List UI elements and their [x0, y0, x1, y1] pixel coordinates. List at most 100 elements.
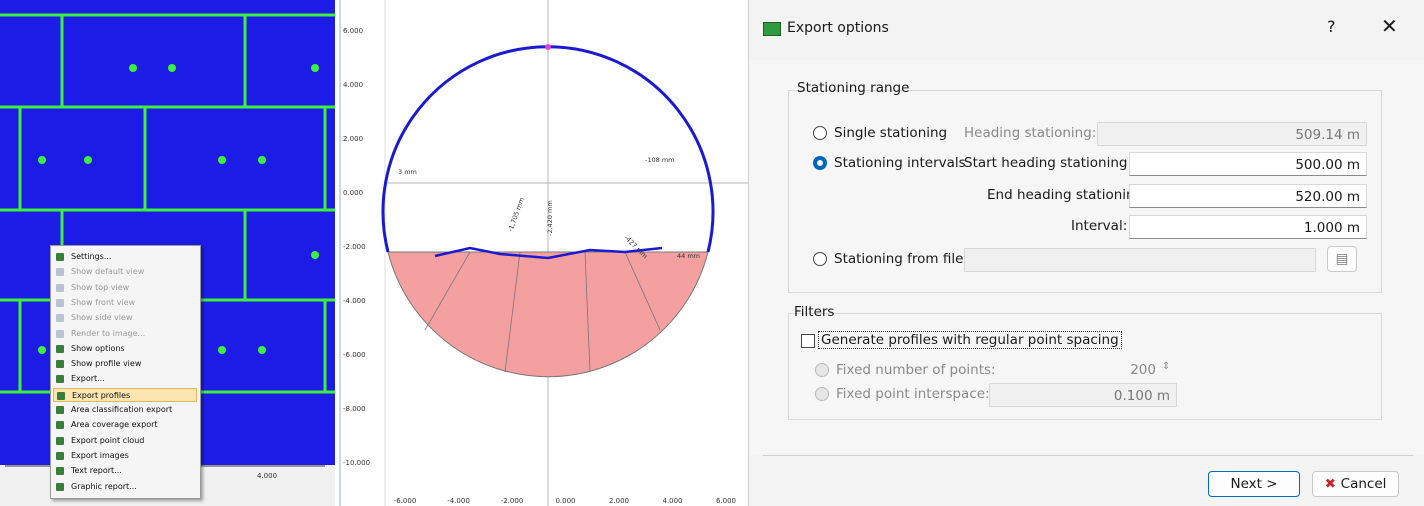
checkbox[interactable] — [801, 334, 815, 348]
x-axis-label: -6.000 — [394, 497, 417, 505]
menu-icon — [56, 360, 64, 368]
checkbox-label[interactable]: Generate profiles with regular point spa… — [818, 331, 1122, 349]
menu-icon — [56, 345, 64, 353]
menu-icon — [56, 421, 64, 429]
separator — [763, 455, 1413, 456]
menu-label[interactable]: Export images — [71, 449, 129, 463]
help-button[interactable]: ? — [1327, 17, 1336, 36]
menu-item[interactable]: Export profiles — [53, 388, 197, 402]
cancel-icon: ✖ — [1325, 476, 1341, 492]
menu-item[interactable]: Show front view — [53, 296, 197, 310]
fixed-points-value: 200 — [1124, 362, 1156, 378]
y-axis-label: 2.000 — [343, 135, 363, 143]
field-label: Interval: — [1071, 218, 1127, 234]
crown-marker — [545, 44, 551, 50]
browse-button[interactable]: ▤ — [1327, 246, 1357, 272]
menu-label[interactable]: Settings... — [71, 250, 111, 264]
menu-item[interactable]: Area classification export — [53, 403, 197, 417]
cancel-label[interactable]: Cancel — [1341, 476, 1387, 492]
spinner: ⇕ — [1162, 361, 1170, 372]
menu-item[interactable]: Export... — [53, 372, 197, 386]
radio-label[interactable]: Single stationing — [834, 125, 947, 141]
radio-label[interactable]: Stationing intervals — [834, 155, 966, 171]
y-axis-label: -10.000 — [343, 459, 370, 467]
menu-label[interactable]: Show top view — [71, 281, 129, 295]
y-axis-label: -6.000 — [343, 351, 366, 359]
end-stationing[interactable]: 520.00 m — [1129, 184, 1367, 208]
menu-label[interactable]: Area classification export — [71, 403, 172, 417]
x-axis-label: 0.000 — [555, 497, 575, 505]
menu-icon — [56, 253, 64, 261]
menu-label[interactable]: Export profiles — [72, 389, 130, 403]
deviation-label: -108 mm — [645, 156, 674, 164]
menu-item[interactable]: Show side view — [53, 311, 197, 325]
y-axis-label: 6.000 — [343, 27, 363, 35]
y-axis-label: -4.000 — [343, 297, 366, 305]
menu-item[interactable]: Graphic report... — [53, 480, 197, 494]
radio-file[interactable] — [813, 252, 827, 266]
menu-label[interactable]: Area coverage export — [71, 418, 158, 432]
deviation-label: -2,420 mm — [546, 200, 554, 236]
x-axis-label: -4.000 — [447, 497, 470, 505]
radio-label[interactable]: Stationing from file — [834, 251, 963, 267]
menu-label[interactable]: Export... — [71, 372, 105, 386]
menu-item[interactable]: Show profile view — [53, 357, 197, 371]
menu-icon — [56, 299, 64, 307]
deviation-label: 3 mm — [398, 168, 417, 176]
menu-item[interactable]: Show default view — [53, 265, 197, 279]
menu-icon — [56, 375, 64, 383]
menu-label[interactable]: Show options — [71, 342, 125, 356]
x-axis-label: -2.000 — [501, 497, 524, 505]
menu-label[interactable]: Show front view — [71, 296, 135, 310]
y-axis-label: 4.000 — [343, 81, 363, 89]
fixed-interspace-value: 0.100 m — [989, 383, 1177, 407]
menu-icon — [56, 268, 64, 276]
dialog-icon — [763, 22, 781, 36]
radio-fixed-interspace — [815, 387, 829, 401]
menu-item[interactable]: Area coverage export — [53, 418, 197, 432]
menu-icon — [56, 314, 64, 322]
menu-label[interactable]: Show default view — [71, 265, 144, 279]
menu-icon — [56, 467, 64, 475]
dialog-title: Export options — [787, 20, 889, 36]
dialog: Export options ? ✕ Stationing range Sing… — [748, 0, 1424, 506]
file-path — [964, 248, 1316, 272]
x-axis-label: 4.000 — [662, 497, 682, 505]
menu-label[interactable]: Graphic report... — [71, 480, 137, 494]
field-label: Start heading stationing: — [964, 155, 1132, 171]
menu-icon — [57, 392, 65, 400]
menu-item[interactable]: Export images — [53, 449, 197, 463]
group-title: Stationing range — [797, 80, 909, 96]
x-axis-label: 6.000 — [716, 497, 736, 505]
radio-intervals[interactable] — [813, 156, 827, 170]
menu-icon — [56, 284, 64, 292]
x-axis-label: 2.000 — [609, 497, 629, 505]
y-axis-label: 0.000 — [343, 189, 363, 197]
scale-label: 4.000 — [257, 472, 277, 480]
menu-label[interactable]: Export point cloud — [71, 434, 144, 448]
menu-icon — [56, 452, 64, 460]
menu-label[interactable]: Show profile view — [71, 357, 141, 371]
field-label: Heading stationing: — [964, 125, 1096, 141]
start-stationing[interactable]: 500.00 m — [1129, 152, 1367, 176]
heading-stationing: 509.14 m — [1097, 122, 1367, 146]
menu-item[interactable]: Settings... — [53, 250, 197, 264]
next-button[interactable]: Next > — [1208, 471, 1300, 497]
field-label: Fixed number of points: — [836, 362, 996, 378]
group-title: Filters — [794, 304, 834, 320]
menu-item[interactable]: Render to image... — [53, 327, 197, 341]
menu-item[interactable]: Show options — [53, 342, 197, 356]
close-button[interactable]: ✕ — [1381, 14, 1398, 38]
menu-icon — [56, 330, 64, 338]
menu-label[interactable]: Render to image... — [71, 327, 145, 341]
menu-label[interactable]: Show side view — [71, 311, 132, 325]
radio-fixed-points — [815, 363, 829, 377]
menu-item[interactable]: Text report... — [53, 464, 197, 478]
menu-label[interactable]: Text report... — [71, 464, 122, 478]
cancel-button[interactable]: ✖ Cancel — [1312, 471, 1399, 497]
menu-item[interactable]: Export point cloud — [53, 434, 197, 448]
interval[interactable]: 1.000 m — [1129, 215, 1367, 239]
menu-item[interactable]: Show top view — [53, 281, 197, 295]
radio-single[interactable] — [813, 126, 827, 140]
screen: { "scan_view": { "scale_label": "4.000",… — [0, 0, 1424, 506]
